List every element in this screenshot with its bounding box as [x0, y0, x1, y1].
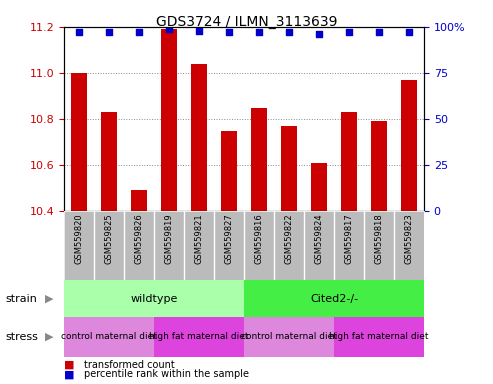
- Text: GSM559823: GSM559823: [404, 213, 414, 264]
- Point: [75, 29, 83, 35]
- Bar: [221, 131, 237, 211]
- Bar: [244, 280, 424, 317]
- Bar: [64, 280, 244, 317]
- Point: [105, 29, 113, 35]
- Bar: [401, 80, 417, 211]
- Text: GSM559821: GSM559821: [195, 213, 204, 264]
- Point: [135, 29, 143, 35]
- Point: [285, 29, 293, 35]
- Text: GSM559826: GSM559826: [135, 213, 143, 264]
- Bar: [311, 163, 327, 211]
- Text: control maternal diet: control maternal diet: [61, 333, 157, 341]
- Text: control maternal diet: control maternal diet: [241, 333, 337, 341]
- Text: ▶: ▶: [45, 293, 54, 304]
- Bar: [131, 190, 147, 211]
- Text: GSM559827: GSM559827: [224, 213, 234, 264]
- Bar: [281, 126, 297, 211]
- Text: transformed count: transformed count: [84, 360, 175, 370]
- Text: GSM559818: GSM559818: [375, 213, 384, 264]
- Bar: [191, 64, 207, 211]
- Point: [225, 29, 233, 35]
- Text: high fat maternal diet: high fat maternal diet: [329, 333, 429, 341]
- Text: ▶: ▶: [45, 332, 54, 342]
- Bar: [71, 73, 87, 211]
- Text: GSM559816: GSM559816: [254, 213, 264, 264]
- Text: GSM559819: GSM559819: [165, 213, 174, 264]
- Text: GSM559824: GSM559824: [315, 213, 323, 264]
- Bar: [334, 317, 424, 357]
- Point: [405, 29, 413, 35]
- Point: [375, 29, 383, 35]
- Text: GSM559820: GSM559820: [74, 213, 84, 264]
- Bar: [251, 108, 267, 211]
- Point: [165, 26, 173, 32]
- Bar: [341, 112, 357, 211]
- Text: wildtype: wildtype: [130, 293, 178, 304]
- Text: GSM559822: GSM559822: [284, 213, 293, 264]
- Text: Cited2-/-: Cited2-/-: [310, 293, 358, 304]
- Point: [345, 29, 353, 35]
- Point: [195, 28, 203, 34]
- Point: [255, 29, 263, 35]
- Text: GSM559817: GSM559817: [345, 213, 353, 264]
- Text: ■: ■: [64, 360, 74, 370]
- Bar: [64, 317, 154, 357]
- Bar: [101, 112, 117, 211]
- Bar: [161, 29, 177, 211]
- Text: GSM559825: GSM559825: [105, 213, 113, 264]
- Text: high fat maternal diet: high fat maternal diet: [149, 333, 249, 341]
- Text: ■: ■: [64, 369, 74, 379]
- Point: [315, 31, 323, 37]
- Text: GDS3724 / ILMN_3113639: GDS3724 / ILMN_3113639: [156, 15, 337, 29]
- Text: stress: stress: [5, 332, 38, 342]
- Bar: [154, 317, 244, 357]
- Bar: [371, 121, 387, 211]
- Bar: [244, 317, 334, 357]
- Text: strain: strain: [5, 293, 37, 304]
- Text: percentile rank within the sample: percentile rank within the sample: [84, 369, 249, 379]
